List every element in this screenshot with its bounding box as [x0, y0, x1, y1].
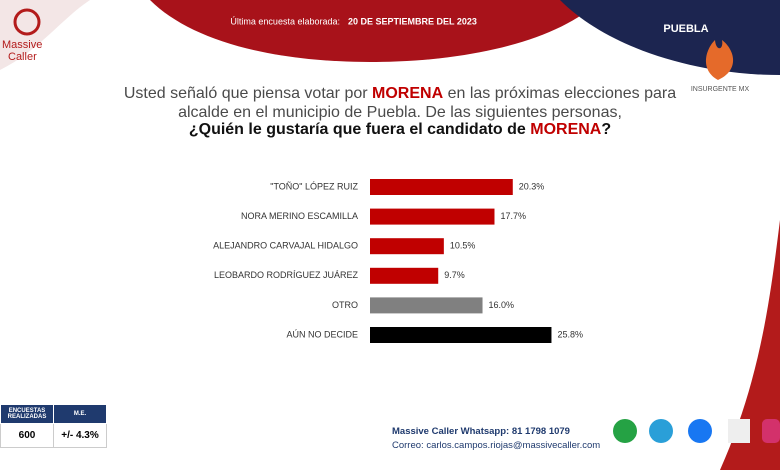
- category-label: ALEJANDRO CARVAJAL HIDALGO: [213, 241, 358, 251]
- chart-title: ¿Quién le gustaría que fuera el candidat…: [30, 121, 770, 139]
- category-label: OTRO: [332, 300, 358, 310]
- bar: [370, 297, 483, 314]
- question-text: Usted señaló que piensa votar por: [123, 85, 373, 102]
- question: Usted señaló que piensa votar por MORENA…: [30, 84, 770, 122]
- category-label: LEOBARDO RODRÍGUEZ JUÁREZ: [214, 270, 359, 280]
- watermark: INSURGENTE MX: [691, 86, 750, 93]
- logo-icon: [13, 8, 41, 36]
- value-label: 25.8%: [557, 329, 583, 339]
- category-label: AÚN NO DECIDE: [286, 329, 358, 339]
- flame-icon: [705, 40, 734, 80]
- bar: [370, 208, 495, 225]
- bar: [370, 238, 444, 255]
- table-header: ENCUESTAS REALIZADAS: [0, 404, 54, 424]
- value-label: 9.7%: [444, 270, 465, 280]
- value-label: 16.0%: [489, 300, 515, 310]
- corner-shape: [0, 0, 90, 70]
- header-band: [150, 0, 600, 62]
- bar: [370, 327, 552, 343]
- header-date: 20 DE SEPTIEMBRE DEL 2023: [348, 16, 477, 26]
- value-label: 20.3%: [519, 181, 545, 191]
- value-label: 17.7%: [500, 211, 526, 221]
- stats-table: ENCUESTAS REALIZADAS M.E. 600 +/- 4.3%: [0, 404, 107, 448]
- table-header: M.E.: [53, 404, 107, 424]
- bar: [370, 179, 513, 195]
- value-label: 10.5%: [450, 241, 476, 251]
- table-cell: 600: [0, 423, 54, 448]
- question-highlight: MORENA: [372, 85, 444, 102]
- header-label: Última encuesta elaborada:: [230, 16, 340, 26]
- whatsapp-contact: Massive Caller Whatsapp: 81 1798 1079: [392, 426, 570, 437]
- logo-text: Caller: [8, 51, 37, 63]
- telegram-icon[interactable]: [649, 419, 673, 443]
- title-text: ?: [601, 121, 612, 138]
- email-contact: Correo: carlos.campos.riojas@massivecall…: [392, 440, 601, 451]
- x-icon[interactable]: [728, 419, 750, 443]
- table-cell: +/- 4.3%: [53, 423, 107, 448]
- region: PUEBLA: [663, 23, 708, 35]
- logo-text: Massive: [2, 39, 42, 51]
- bar: [370, 267, 439, 284]
- title-text: ¿Quién le gustaría que fuera el candidat…: [188, 121, 531, 138]
- instagram-icon[interactable]: [762, 419, 780, 443]
- question-text: en las próximas elecciones para alcalde …: [178, 85, 677, 121]
- whatsapp-icon[interactable]: [613, 419, 637, 443]
- category-label: "TOÑO" LÓPEZ RUIZ: [270, 181, 358, 191]
- corner-shape: [720, 220, 780, 470]
- category-label: NORA MERINO ESCAMILLA: [241, 211, 358, 221]
- facebook-icon[interactable]: [688, 419, 712, 443]
- title-highlight: MORENA: [530, 121, 602, 138]
